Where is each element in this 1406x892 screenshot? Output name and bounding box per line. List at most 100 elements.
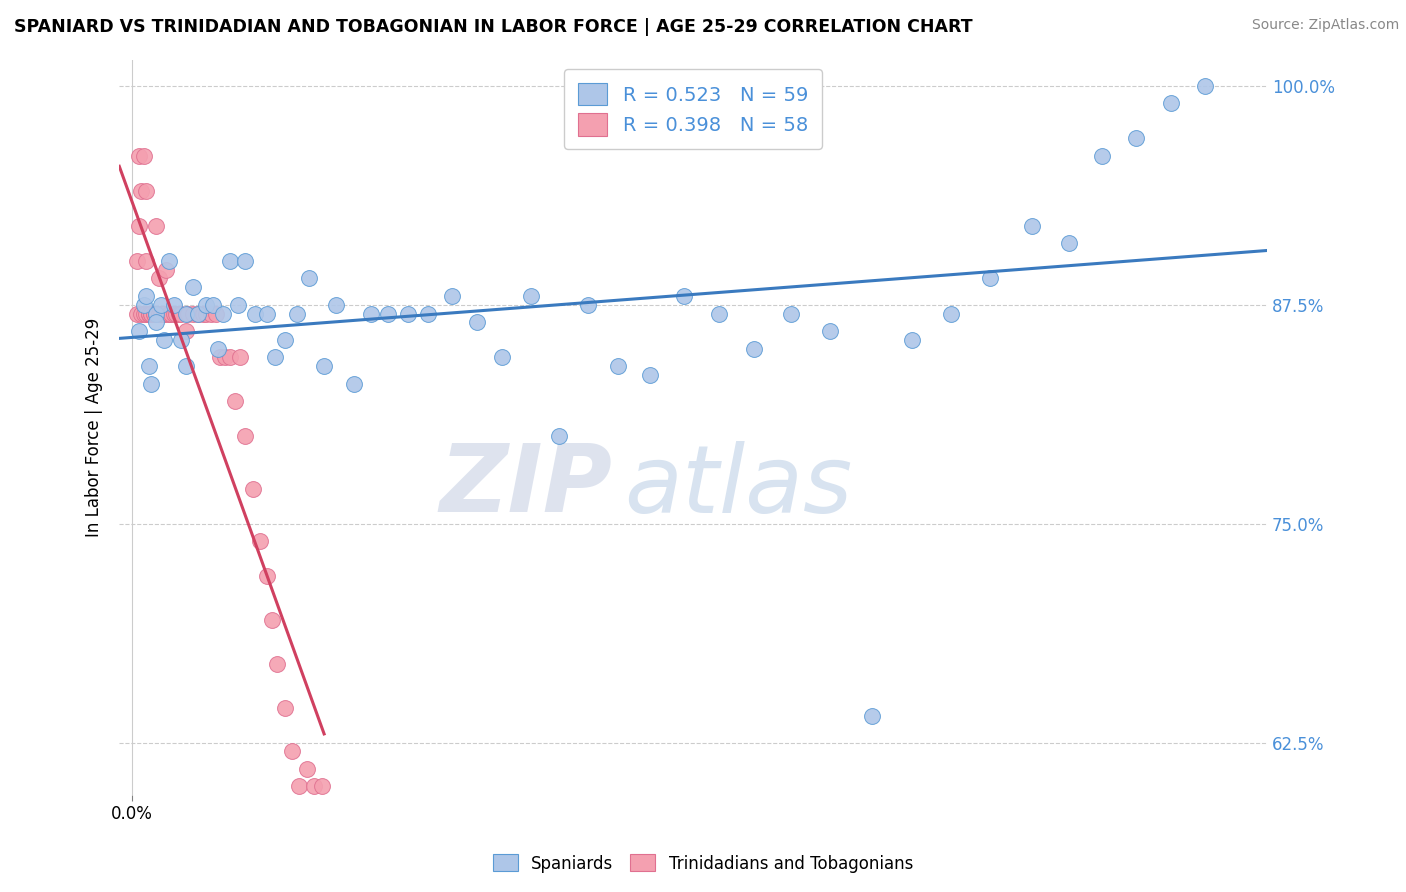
Point	[343, 376, 366, 391]
Point	[145, 219, 167, 233]
Point	[145, 306, 167, 320]
Point	[141, 306, 163, 320]
Point	[547, 429, 569, 443]
Point	[135, 184, 157, 198]
Point	[125, 306, 148, 320]
Point	[224, 394, 246, 409]
Text: atlas: atlas	[624, 441, 852, 532]
Point	[281, 744, 304, 758]
Point	[242, 482, 264, 496]
Point	[249, 534, 271, 549]
Point	[325, 298, 347, 312]
Text: SPANIARD VS TRINIDADIAN AND TOBAGONIAN IN LABOR FORCE | AGE 25-29 CORRELATION CH: SPANIARD VS TRINIDADIAN AND TOBAGONIAN I…	[14, 18, 973, 36]
Point	[174, 306, 197, 320]
Point	[298, 271, 321, 285]
Point	[181, 280, 204, 294]
Point	[900, 333, 922, 347]
Point	[209, 351, 232, 365]
Point	[416, 306, 439, 320]
Point	[157, 306, 180, 320]
Point	[194, 298, 217, 312]
Point	[193, 306, 215, 320]
Point	[187, 306, 209, 320]
Point	[214, 351, 236, 365]
Point	[202, 298, 225, 312]
Point	[152, 306, 174, 320]
Point	[170, 333, 193, 347]
Point	[125, 254, 148, 268]
Point	[135, 306, 157, 320]
Point	[132, 149, 155, 163]
Text: Source: ZipAtlas.com: Source: ZipAtlas.com	[1251, 18, 1399, 32]
Point	[160, 306, 183, 320]
Point	[138, 306, 160, 320]
Point	[295, 762, 318, 776]
Point	[1059, 236, 1081, 251]
Point	[266, 657, 288, 671]
Point	[576, 298, 599, 312]
Point	[142, 306, 165, 320]
Point	[860, 709, 883, 723]
Point	[204, 306, 226, 320]
Point	[128, 149, 150, 163]
Point	[1194, 78, 1216, 93]
Point	[1160, 96, 1182, 111]
Point	[1090, 149, 1112, 163]
Point	[377, 306, 399, 320]
Point	[132, 306, 155, 320]
Point	[207, 342, 229, 356]
Point	[128, 219, 150, 233]
Point	[174, 359, 197, 373]
Point	[256, 569, 278, 583]
Point	[304, 780, 326, 794]
Point	[311, 780, 333, 794]
Point	[132, 298, 155, 312]
Point	[273, 700, 295, 714]
Point	[165, 306, 187, 320]
Point	[673, 289, 696, 303]
Point	[638, 368, 661, 382]
Point	[818, 324, 841, 338]
Text: ZIP: ZIP	[440, 440, 613, 533]
Point	[162, 306, 184, 320]
Point	[779, 306, 801, 320]
Point	[200, 306, 222, 320]
Point	[606, 359, 628, 373]
Point	[262, 613, 284, 627]
Point	[135, 289, 157, 303]
Point	[1125, 131, 1147, 145]
Point	[219, 351, 242, 365]
Point	[155, 262, 177, 277]
Point	[142, 306, 165, 320]
Point	[148, 271, 170, 285]
Point	[233, 254, 256, 268]
Point	[138, 306, 160, 320]
Point	[141, 306, 163, 320]
Point	[138, 359, 160, 373]
Point	[152, 333, 174, 347]
Point	[314, 359, 336, 373]
Point	[167, 306, 190, 320]
Point	[263, 351, 285, 365]
Point	[138, 306, 160, 320]
Point	[742, 342, 765, 356]
Point	[226, 298, 249, 312]
Point	[288, 780, 311, 794]
Point	[187, 306, 209, 320]
Point	[491, 351, 513, 365]
Point	[465, 315, 488, 329]
Point	[150, 298, 173, 312]
Point	[150, 306, 173, 320]
Point	[233, 429, 256, 443]
Point	[157, 306, 180, 320]
Point	[128, 324, 150, 338]
Point	[135, 254, 157, 268]
Point	[219, 254, 242, 268]
Legend: R = 0.523   N = 59, R = 0.398   N = 58: R = 0.523 N = 59, R = 0.398 N = 58	[564, 70, 821, 149]
Point	[285, 306, 308, 320]
Point	[212, 306, 235, 320]
Point	[229, 351, 252, 365]
Point	[441, 289, 464, 303]
Point	[148, 306, 170, 320]
Y-axis label: In Labor Force | Age 25-29: In Labor Force | Age 25-29	[86, 318, 103, 537]
